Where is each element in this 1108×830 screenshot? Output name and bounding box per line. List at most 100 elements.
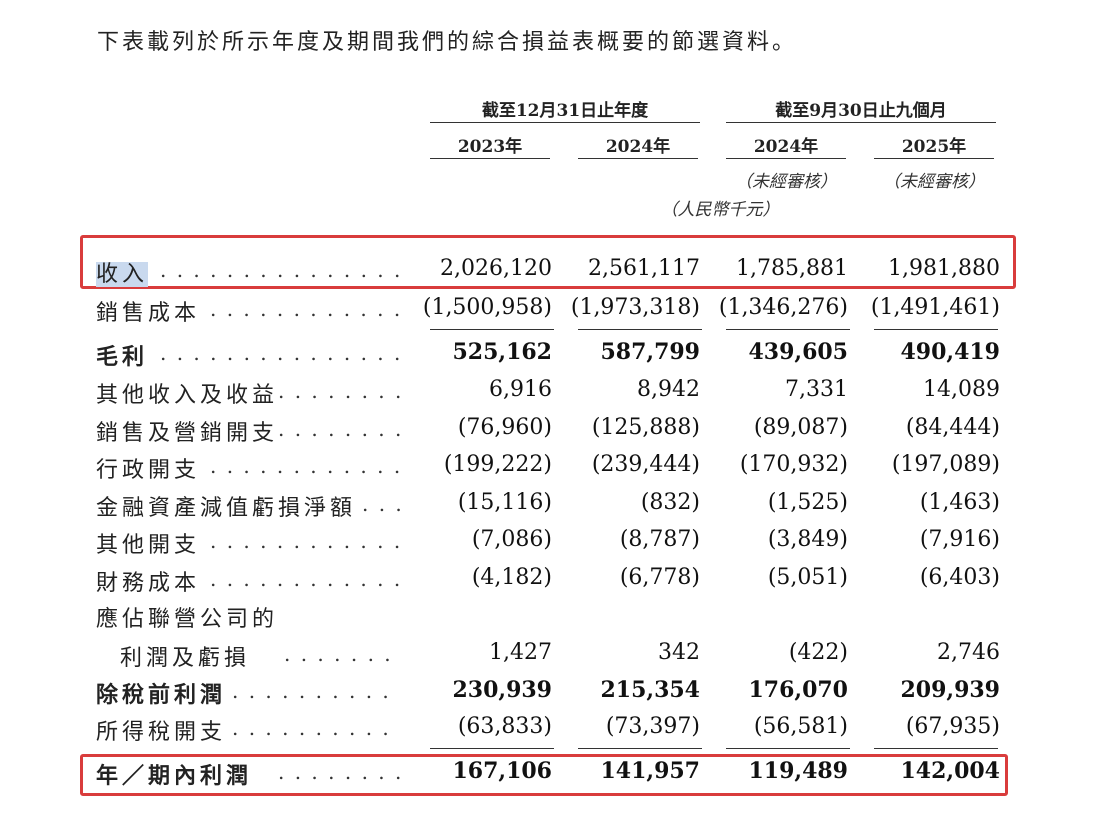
row-label-text: 除稅前利潤 [96, 682, 227, 708]
row-value: 230,939 [452, 677, 552, 703]
row-value: 176,070 [748, 677, 848, 703]
row-value: 215,354 [600, 677, 700, 703]
row-value: 167,106 [452, 758, 552, 784]
header-year-2023: 2023年 [457, 137, 523, 157]
row-value: (76,960) [457, 415, 552, 440]
leader-dots: . . . . . . . . . . . . . . . . . . . . … [232, 679, 400, 703]
row-label-text: 應佔聯營公司的 [96, 607, 279, 632]
header-year-2024: 2024年 [605, 137, 671, 157]
row-value: (199,222) [443, 452, 552, 477]
row-label-text: 毛利 [96, 344, 149, 370]
row-label-text: 利潤及虧損 [120, 646, 251, 671]
subtotal-rule [578, 329, 702, 330]
row-value: (1,500,958) [422, 295, 552, 320]
leader-dots: . . . . . . . . . . . . . . . . . . . . … [278, 379, 400, 403]
row-value: (63,833) [457, 714, 552, 739]
row-label: 收入 [96, 256, 149, 288]
row-label-text: 所得稅開支 [96, 720, 227, 745]
row-value: (1,973,318) [570, 295, 700, 320]
header-period-2025: 2025年 [901, 137, 967, 157]
row-value: 141,957 [600, 758, 700, 784]
row-label: 應佔聯營公司的 [96, 601, 278, 633]
header-group-year-rule [430, 122, 700, 123]
leader-dots: . . . . . . . . . . . . . . . . . . . . … [210, 297, 400, 321]
row-value: 587,799 [600, 339, 700, 365]
highlight-box-revenue [80, 235, 1016, 289]
intro-text: 下表載列於所示年度及期間我們的綜合損益表概要的節選資料。 [97, 30, 798, 55]
row-label: 銷售成本 [96, 295, 200, 327]
subtotal-rule [726, 748, 850, 749]
row-label-text: 其他開支 [96, 533, 201, 558]
header-rule [874, 158, 994, 159]
header-group-nine-months-rule [726, 122, 996, 123]
highlight-box-profit [80, 754, 1008, 796]
leader-dots: . . . . . . . . . . . . . . . . . . . . … [160, 258, 400, 282]
row-value: (7,916) [919, 527, 1000, 552]
row-label: 利潤及虧損 [120, 640, 250, 672]
leader-dots: . . . . . . . . . . . . . . . . . . . . … [232, 716, 400, 740]
row-label: 財務成本 [96, 565, 200, 597]
row-value: (8,787) [619, 527, 700, 552]
subtotal-rule [874, 329, 998, 330]
row-value: (197,089) [891, 452, 1000, 477]
row-value: 2,561,117 [588, 256, 700, 281]
row-value: 142,004 [900, 758, 1000, 784]
row-value: 342 [658, 640, 700, 665]
row-value: (1,525) [767, 490, 848, 515]
header-unaudited-2024: （未經審核） [735, 172, 837, 192]
row-value: (7,086) [471, 527, 552, 552]
row-value: 2,026,120 [440, 256, 552, 281]
row-label: 毛利 [96, 339, 148, 371]
row-value: 8,942 [637, 377, 700, 402]
row-value: (3,849) [767, 527, 848, 552]
row-value: 490,419 [900, 339, 1000, 365]
leader-dots: . . . . . . . . . . . . . . . . . . . . … [210, 567, 400, 591]
row-value: (6,778) [619, 565, 700, 590]
row-value: 1,427 [489, 640, 552, 665]
row-label-text: 財務成本 [96, 571, 201, 596]
subtotal-rule [874, 748, 998, 749]
row-value: 439,605 [748, 339, 848, 365]
row-value: 2,746 [937, 640, 1000, 665]
row-label: 除稅前利潤 [96, 677, 226, 709]
row-label: 銷售及營銷開支 [96, 415, 278, 447]
header-unit: （人民幣千元） [660, 200, 780, 220]
row-label: 年／期內利潤 [96, 758, 252, 790]
row-value: (422) [788, 640, 848, 665]
header-unaudited-2025: （未經審核） [883, 172, 985, 192]
leader-dots: . . . . . . . . . . . . . . . . . . . . … [210, 454, 400, 478]
row-value: (239,444) [591, 452, 700, 477]
leader-dots: . . . . . . . . . . . . . . . . . . . . … [284, 642, 400, 666]
row-value: 6,916 [489, 377, 552, 402]
row-value: (1,346,276) [718, 295, 848, 320]
header-rule [726, 158, 846, 159]
row-label-text: 銷售成本 [96, 301, 201, 326]
row-value: 119,489 [748, 758, 848, 784]
row-value: 525,162 [452, 339, 552, 365]
row-value: (15,116) [457, 490, 552, 515]
row-label: 所得稅開支 [96, 714, 226, 746]
row-value: (832) [640, 490, 700, 515]
row-value: (6,403) [919, 565, 1000, 590]
leader-dots: . . . . . . . . . . . . . . . . . . . . … [160, 341, 400, 365]
header-period-2024: 2024年 [753, 137, 819, 157]
row-label: 其他收入及收益 [96, 377, 278, 409]
row-value: (84,444) [905, 415, 1000, 440]
row-value: 14,089 [923, 377, 1000, 402]
row-value: 7,331 [785, 377, 848, 402]
leader-dots: . . . . . . . . . . . . . . . . . . . . … [278, 417, 400, 441]
subtotal-rule [430, 329, 554, 330]
row-label-text: 其他收入及收益 [96, 383, 279, 408]
row-value: (125,888) [591, 415, 700, 440]
header-group-year: 截至12月31日止年度 [481, 101, 649, 121]
row-label: 其他開支 [96, 527, 200, 559]
row-value: (4,182) [471, 565, 552, 590]
row-value: (89,087) [753, 415, 848, 440]
header-group-nine-months: 截至9月30日止九個月 [775, 101, 947, 121]
subtotal-rule [578, 748, 702, 749]
row-value: 209,939 [900, 677, 1000, 703]
row-value: (1,491,461) [870, 295, 1000, 320]
row-value: (1,463) [919, 490, 1000, 515]
subtotal-rule [430, 748, 554, 749]
row-label-text: 銷售及營銷開支 [96, 421, 279, 446]
